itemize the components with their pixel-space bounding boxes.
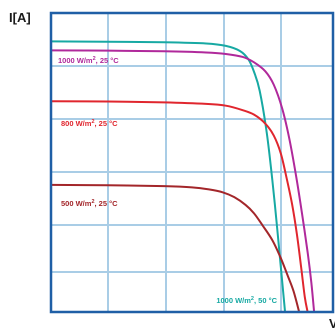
curve-label-3: 800 W/m2, 25 °C: [61, 119, 118, 128]
grid-lines: [51, 13, 333, 312]
curve-3: [50, 100, 309, 313]
curves: [50, 40, 316, 313]
curve-labels: 1000 W/m2, 50 °C 1000 W/m2, 25 °C 800 W/m2…: [58, 56, 278, 305]
x-axis-label: V: [329, 316, 335, 329]
curve-label-2: 1000 W/m2, 25 °C: [58, 56, 119, 65]
curve-label-1: 1000 W/m2, 50 °C: [216, 296, 277, 305]
curve-2: [50, 49, 316, 313]
plot-frame: [49, 11, 335, 314]
y-axis-label: I[A]: [9, 10, 31, 25]
curve-4: [50, 183, 301, 313]
curve-label-4: 500 W/m2, 25 °C: [61, 199, 118, 208]
